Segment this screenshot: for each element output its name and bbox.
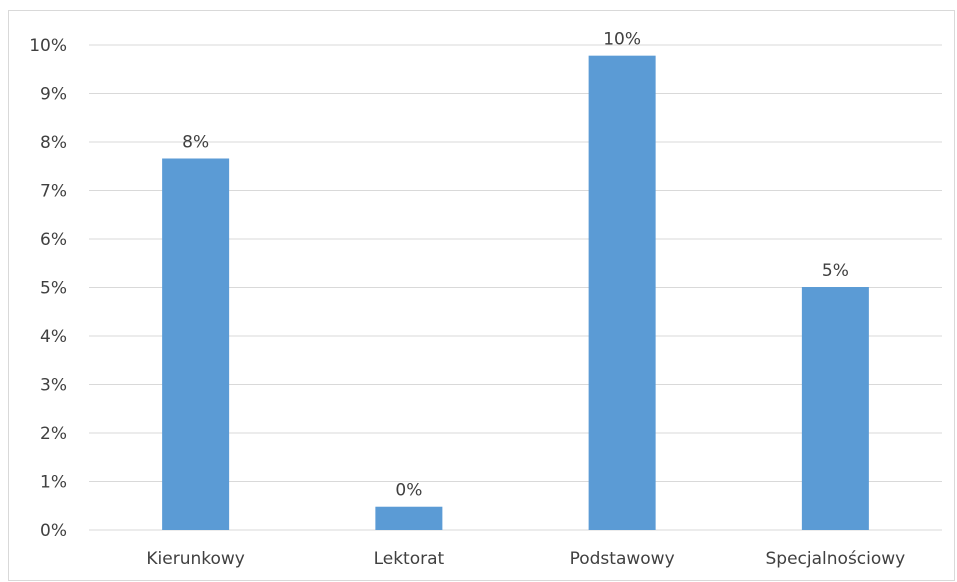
data-label: 0% — [395, 481, 422, 501]
x-axis-categories: Kierunkowy Lektorat Podstawowy Specjalności… — [146, 549, 905, 569]
data-label: 8% — [182, 132, 209, 152]
y-tick-label: 5% — [40, 279, 67, 299]
y-tick-label: 3% — [40, 376, 67, 396]
x-category-label: Specjalnościowy — [766, 549, 906, 569]
y-tick-label: 8% — [40, 133, 67, 153]
y-axis-ticks: 0% 1% 2% 3% 4% 5% 6% 7% 8% 9% 10% — [29, 36, 67, 541]
bar — [801, 287, 869, 530]
chart-frame: 0% 1% 2% 3% 4% 5% 6% 7% 8% 9% 10% 8% 0% 10% 5% Kierun… — [8, 10, 955, 581]
y-tick-label: 0% — [40, 521, 67, 541]
y-tick-label: 7% — [40, 182, 67, 202]
data-labels: 8% 0% 10% 5% — [182, 30, 849, 501]
data-label: 10% — [603, 30, 641, 50]
data-label: 5% — [822, 261, 849, 281]
y-tick-label: 10% — [29, 36, 67, 56]
bar — [588, 55, 656, 531]
y-tick-label: 2% — [40, 424, 67, 444]
x-category-label: Lektorat — [374, 549, 445, 569]
bar-chart: 0% 1% 2% 3% 4% 5% 6% 7% 8% 9% 10% 8% 0% 10% 5% Kierun… — [29, 30, 942, 569]
x-category-label: Kierunkowy — [146, 549, 244, 569]
bars — [162, 55, 869, 531]
y-tick-label: 6% — [40, 230, 67, 250]
bar — [375, 506, 443, 530]
bar — [162, 158, 230, 531]
x-category-label: Podstawowy — [570, 549, 675, 569]
y-tick-label: 4% — [40, 327, 67, 347]
gridlines — [89, 44, 942, 531]
y-tick-label: 9% — [40, 85, 67, 105]
y-tick-label: 1% — [40, 473, 67, 493]
